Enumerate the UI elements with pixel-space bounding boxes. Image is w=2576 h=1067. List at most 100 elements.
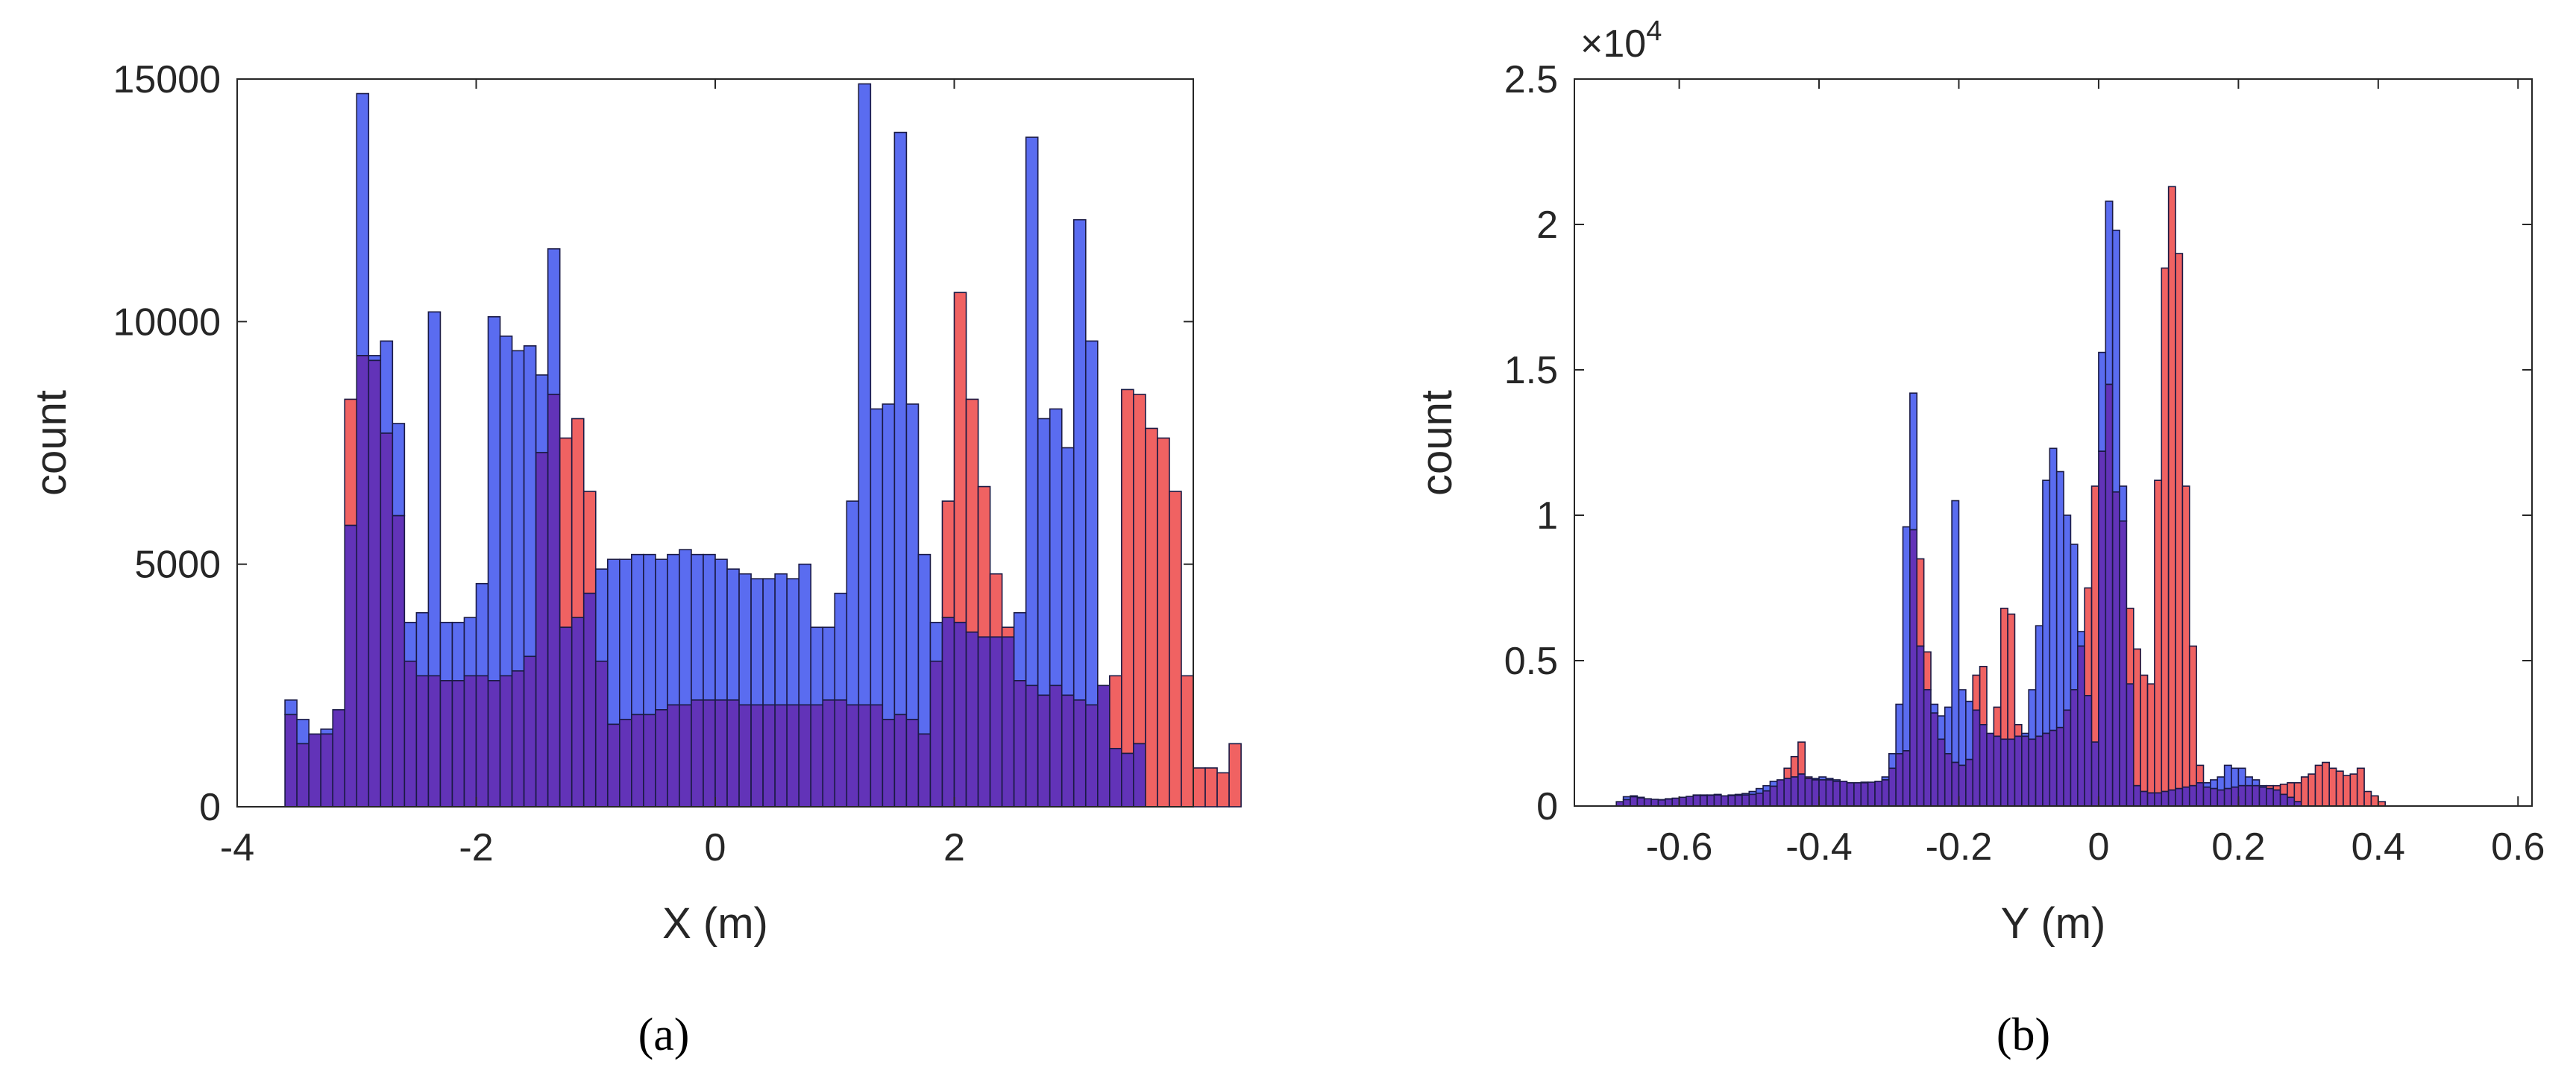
x-tick-label: 2 (943, 826, 965, 869)
overlap-histogram-bar (1993, 735, 2002, 807)
blue-histogram-bar (726, 568, 740, 701)
red-histogram-bar (1228, 743, 1242, 808)
red-histogram-bar (965, 398, 979, 633)
blue-histogram-bar (929, 621, 943, 662)
blue-histogram-bar (1888, 752, 1897, 769)
overlap-histogram-bar (1909, 529, 1918, 807)
overlap-histogram-bar (953, 621, 967, 808)
overlap-histogram-bar (1881, 779, 1890, 807)
blue-histogram-bar (774, 573, 788, 706)
overlap-histogram-bar (679, 704, 692, 808)
y-tick-label: 0 (1536, 785, 1558, 828)
red-histogram-bar (1204, 767, 1218, 808)
blue-histogram-bar (1037, 418, 1051, 696)
histogram-y-chart: -0.6 -0.4 -0.2 0 0.2 0.4 0.6 0 0.5 1 1.5 2 2.5 Y (m)… (1413, 16, 2545, 948)
blue-histogram-bar (1769, 781, 1778, 787)
blue-histogram-bar (320, 728, 334, 735)
x-tick-label: -0.4 (1785, 825, 1853, 869)
blue-histogram-bar (786, 578, 799, 706)
y-axis-label: count (1413, 390, 1461, 496)
red-histogram-bar (1993, 706, 2002, 737)
blue-histogram-bar (2035, 625, 2043, 737)
blue-histogram-bar (905, 403, 920, 720)
overlap-histogram-bar (846, 704, 860, 808)
blue-histogram-bar (2252, 779, 2261, 787)
overlap-histogram-bar (893, 714, 908, 808)
overlap-histogram-bar (547, 394, 561, 808)
overlap-histogram-bar (905, 719, 920, 808)
overlap-histogram-bar (2007, 738, 2016, 807)
red-histogram-bar (2322, 761, 2331, 807)
blue-histogram-bar (1965, 700, 1974, 761)
overlap-histogram-bar (2126, 683, 2134, 807)
blue-histogram-bar (1762, 784, 1771, 792)
red-histogram-bar (2154, 479, 2163, 794)
overlap-histogram-bar (2231, 786, 2240, 807)
overlap-histogram-bar (2244, 784, 2253, 807)
red-histogram-bar (1916, 558, 1925, 647)
overlap-histogram-bar (2266, 787, 2275, 807)
red-histogram-bar (1121, 388, 1134, 755)
blue-histogram-bar (1013, 611, 1027, 682)
blue-histogram-bar (403, 621, 418, 662)
red-histogram-bar (1193, 767, 1206, 808)
overlap-histogram-bar (2084, 694, 2093, 807)
overlap-histogram-bar (618, 719, 632, 808)
overlap-histogram-bar (380, 432, 394, 808)
overlap-histogram-bar (356, 355, 370, 808)
overlap-histogram-bar (1061, 694, 1075, 808)
blue-histogram-bar (1025, 136, 1039, 687)
blue-histogram-bar (631, 553, 644, 716)
blue-histogram-bar (667, 553, 680, 706)
red-histogram-bar (344, 398, 358, 526)
overlap-histogram-bar (1853, 781, 1862, 807)
overlap-histogram-bar (1769, 785, 1778, 807)
overlap-histogram-bar (2140, 790, 2149, 807)
axes-frame (1574, 78, 2533, 807)
overlap-histogram-bar (1846, 781, 1855, 807)
blue-histogram-bar (1930, 703, 1939, 714)
blue-histogram-bar (2077, 631, 2085, 647)
bars-group (284, 83, 1242, 808)
y-exponent-label: ×104 (1580, 16, 1662, 66)
red-histogram-bar (1145, 427, 1158, 808)
overlap-histogram-bar (1958, 764, 1967, 807)
blue-histogram-bar (380, 340, 394, 434)
blue-histogram-bar (2223, 764, 2232, 790)
overlap-histogram-bar (691, 699, 704, 808)
overlap-histogram-bar (1888, 767, 1897, 807)
overlap-histogram-bar (929, 660, 943, 808)
overlap-histogram-bar (475, 675, 489, 808)
blue-histogram-bar (2063, 514, 2072, 711)
blue-histogram-bar (284, 699, 298, 716)
overlap-histogram-bar (1986, 732, 1995, 807)
blue-histogram-bar (368, 355, 382, 362)
overlap-histogram-bar (1895, 752, 1904, 807)
blue-histogram-bar (2202, 781, 2211, 788)
red-histogram-bar (2293, 781, 2302, 802)
blue-histogram-bar (834, 592, 848, 701)
overlap-histogram-bar (1084, 704, 1099, 808)
red-histogram-bar (2356, 767, 2365, 807)
x-tick-label: 0.4 (2352, 825, 2405, 869)
overlap-histogram-bar (332, 709, 346, 808)
blue-histogram-bar (643, 553, 656, 716)
overlap-histogram-bar (1951, 761, 1960, 807)
overlap-histogram-bar (2035, 735, 2043, 807)
blue-histogram-bar (2237, 767, 2246, 787)
overlap-histogram-bar (1678, 796, 1687, 807)
red-histogram-bar (1923, 651, 1932, 690)
red-histogram-bar (1001, 626, 1015, 638)
overlap-histogram-bar (1643, 798, 1652, 807)
blue-histogram-bar (356, 92, 370, 356)
overlap-histogram-bar (1811, 779, 1820, 807)
blue-histogram-bar (893, 131, 908, 716)
overlap-histogram-bar (1686, 796, 1694, 807)
blue-histogram-bar (810, 626, 824, 706)
blue-histogram-bar (2042, 479, 2051, 734)
overlap-histogram-bar (2014, 735, 2023, 807)
overlap-histogram-bar (1037, 694, 1051, 808)
overlap-histogram-bar (594, 660, 609, 808)
overlap-histogram-bar (1671, 797, 1680, 807)
